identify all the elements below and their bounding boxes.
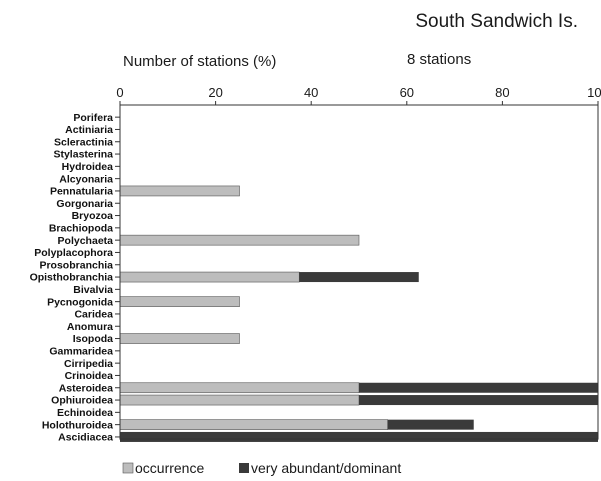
category-label-brachiopoda: Brachiopoda xyxy=(49,222,113,234)
category-label-alcyonaria: Alcyonaria xyxy=(59,173,113,185)
category-label-opisthobranchia: Opisthobranchia xyxy=(30,272,114,284)
category-label-echinoidea: Echinoidea xyxy=(57,407,113,419)
bar-occurrence-polychaeta xyxy=(119,234,360,246)
bar-occurrence-pycnogonida xyxy=(119,296,240,307)
y-axis-categories: PoriferaActiniariaScleractiniaStylasteri… xyxy=(30,112,120,444)
category-label-anomura: Anomura xyxy=(67,321,113,333)
x-tick-label-80: 80 xyxy=(495,85,509,100)
category-label-holothuroidea: Holothuroidea xyxy=(42,419,113,431)
category-label-pennatularia: Pennatularia xyxy=(50,186,113,198)
bar-occurrence-asteroidea xyxy=(119,382,360,394)
category-label-gorgonaria: Gorgonaria xyxy=(56,198,113,210)
category-label-actiniaria: Actiniaria xyxy=(65,124,113,136)
category-label-ophiuroidea: Ophiuroidea xyxy=(51,395,113,407)
bar-very-abundant-asteroidea xyxy=(359,382,598,393)
category-label-polyplacophora: Polyplacophora xyxy=(34,247,113,259)
x-tick-label-60: 60 xyxy=(400,85,414,100)
category-label-prosobranchia: Prosobranchia xyxy=(39,259,113,271)
category-label-crinoidea: Crinoidea xyxy=(65,370,114,382)
category-label-asteroidea: Asteroidea xyxy=(59,382,113,394)
category-label-scleractinia: Scleractinia xyxy=(54,136,113,148)
category-label-gammaridea: Gammaridea xyxy=(49,345,113,357)
bar-very-abundant-ophiuroidea xyxy=(359,395,598,406)
plot-frame xyxy=(119,104,599,440)
x-tick-label-40: 40 xyxy=(304,85,318,100)
x-axis-ticks: 0 20 40 60 80 100 xyxy=(116,85,601,105)
x-tick-label-100: 100 xyxy=(587,85,601,100)
chart-subtitle: 8 stations xyxy=(407,51,471,68)
category-label-porifera: Porifera xyxy=(73,112,113,124)
category-label-bryozoa: Bryozoa xyxy=(72,210,114,222)
bar-occurrence-opisthobranchia xyxy=(119,271,300,283)
legend-swatch-occurrence xyxy=(122,462,134,474)
bar-occurrence-ophiuroidea xyxy=(119,394,360,406)
bar-very-abundant-opisthobranchia xyxy=(299,272,419,283)
category-label-polychaeta: Polychaeta xyxy=(58,235,114,247)
category-label-isopoda: Isopoda xyxy=(73,333,113,345)
legend-label-very-abundant: very abundant/dominant xyxy=(251,460,401,476)
chart-title: South Sandwich Is. xyxy=(415,11,578,32)
category-label-hydroidea: Hydroidea xyxy=(62,161,114,173)
bar-very-abundant-holothuroidea xyxy=(387,419,474,430)
bar-occurrence-holothuroidea xyxy=(119,419,388,430)
x-tick-label-20: 20 xyxy=(208,85,222,100)
x-axis-title: Number of stations (%) xyxy=(123,53,276,70)
category-label-caridea: Caridea xyxy=(74,309,113,321)
category-label-stylasterina: Stylasterina xyxy=(53,149,113,161)
category-label-cirripedia: Cirripedia xyxy=(64,358,113,370)
category-label-bivalvia: Bivalvia xyxy=(73,284,113,296)
bars xyxy=(119,185,598,442)
legend-swatch-very-abundant xyxy=(239,463,249,473)
bar-occurrence-isopoda xyxy=(119,333,240,344)
bar-occurrence-pennatularia xyxy=(119,185,240,197)
x-tick-label-0: 0 xyxy=(116,85,123,100)
legend-label-occurrence: occurrence xyxy=(135,460,204,476)
legend: occurrence very abundant/dominant xyxy=(122,460,401,476)
category-label-ascidiacea: Ascidiacea xyxy=(58,432,113,444)
category-label-pycnogonida: Pycnogonida xyxy=(47,296,113,308)
bar-very-abundant-ascidiacea xyxy=(120,431,598,442)
